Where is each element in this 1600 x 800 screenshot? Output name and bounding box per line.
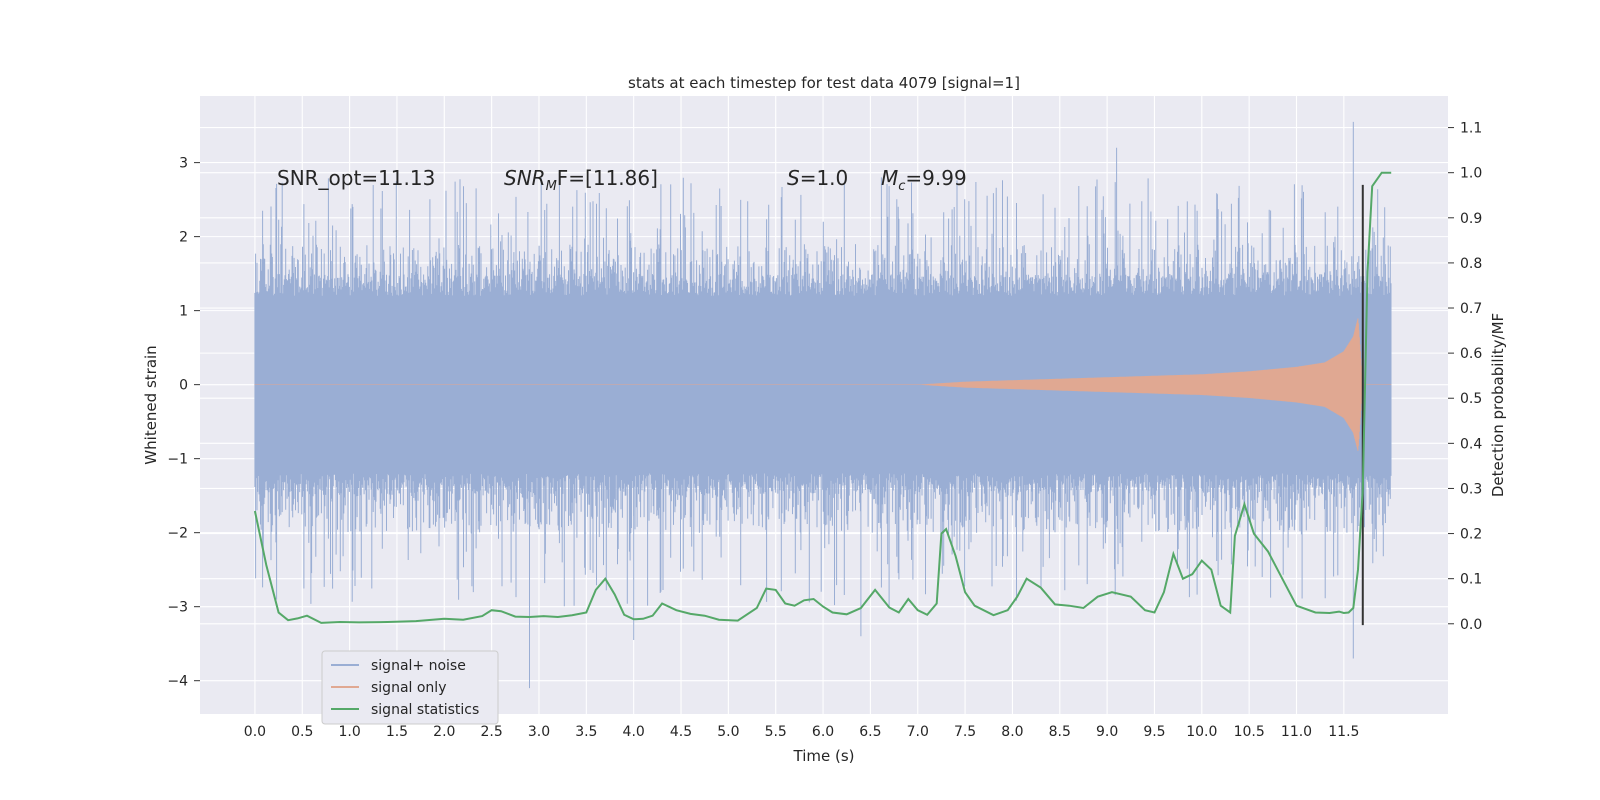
y2-tick-label: 0.9 bbox=[1460, 211, 1482, 227]
x-tick-label: 8.0 bbox=[1001, 724, 1023, 740]
y2-tick-label: 0.1 bbox=[1460, 572, 1482, 588]
annotation-mc-sub: c bbox=[898, 179, 905, 194]
y-tick-label: −2 bbox=[167, 526, 188, 542]
y-axis-ticks: 3 2 1 0 −1 −2 −3 −4 bbox=[167, 156, 200, 690]
annotation-snr-opt: SNR_opt=11.13 bbox=[277, 166, 435, 190]
x-tick-label: 3.0 bbox=[528, 724, 550, 740]
annotation-s-label: S bbox=[787, 166, 800, 190]
y-tick-label: −4 bbox=[167, 674, 188, 690]
x-tick-label: 1.0 bbox=[338, 724, 360, 740]
y-tick-label: 2 bbox=[179, 230, 188, 246]
y-axis-label: Whitened strain bbox=[142, 345, 160, 464]
x-tick-label: 6.0 bbox=[812, 724, 834, 740]
y-tick-label: 3 bbox=[179, 156, 188, 172]
x-tick-label: 9.0 bbox=[1096, 724, 1118, 740]
y2-tick-label: 0.6 bbox=[1460, 346, 1482, 362]
y2-tick-label: 0.4 bbox=[1460, 436, 1482, 452]
series-signal-only bbox=[254, 318, 1392, 451]
y-tick-label: −3 bbox=[167, 600, 188, 616]
y2-axis-ticks: 1.1 1.0 0.9 0.8 0.7 0.6 0.5 0.4 0.3 0.2 0.1 0.0 bbox=[1448, 121, 1482, 633]
x-tick-label: 5.5 bbox=[765, 724, 787, 740]
x-tick-label: 3.5 bbox=[575, 724, 597, 740]
annotation-s-value: =1.0 bbox=[800, 166, 849, 190]
legend-box bbox=[321, 650, 499, 725]
x-tick-label: 6.5 bbox=[859, 724, 881, 740]
x-tick-label: 8.5 bbox=[1049, 724, 1071, 740]
x-tick-label: 10.5 bbox=[1234, 724, 1265, 740]
annotation-snr-mf: SNRMF=[11.86] bbox=[504, 166, 658, 194]
y2-tick-label: 0.0 bbox=[1460, 617, 1482, 633]
x-tick-label: 0.5 bbox=[291, 724, 313, 740]
x-tick-label: 9.5 bbox=[1143, 724, 1165, 740]
annotation-mc-label: M bbox=[881, 166, 898, 190]
x-tick-label: 4.5 bbox=[670, 724, 692, 740]
legend: signal+ noise signal only signal statist… bbox=[321, 650, 499, 725]
x-tick-label: 4.0 bbox=[623, 724, 645, 740]
annotation-mc: Mc=9.99 bbox=[881, 166, 967, 194]
y2-tick-label: 0.8 bbox=[1460, 256, 1482, 272]
x-tick-label: 0.0 bbox=[244, 724, 266, 740]
chart-title: stats at each timestep for test data 407… bbox=[628, 74, 1020, 92]
legend-label-signal-only: signal only bbox=[371, 680, 446, 696]
x-tick-label: 2.5 bbox=[481, 724, 503, 740]
x-tick-label: 11.5 bbox=[1328, 724, 1359, 740]
x-tick-label: 11.0 bbox=[1281, 724, 1312, 740]
annotation-mc-value: =9.99 bbox=[905, 166, 966, 190]
x-axis-label: Time (s) bbox=[793, 747, 855, 765]
y2-axis-label: Detection probability/MF bbox=[1489, 313, 1507, 497]
y-tick-label: 0 bbox=[179, 378, 188, 394]
x-tick-label: 2.0 bbox=[433, 724, 455, 740]
annotation-snr-mf-sub: M bbox=[546, 179, 557, 194]
y2-tick-label: 0.5 bbox=[1460, 391, 1482, 407]
y2-tick-label: 1.0 bbox=[1460, 166, 1482, 182]
x-tick-label: 1.5 bbox=[386, 724, 408, 740]
annotation-snr-mf-label: SNR bbox=[504, 166, 546, 190]
x-tick-label: 7.5 bbox=[954, 724, 976, 740]
series-signal-statistics bbox=[253, 171, 1392, 624]
y2-tick-label: 1.1 bbox=[1460, 121, 1482, 137]
y2-tick-label: 0.2 bbox=[1460, 527, 1482, 543]
legend-label-signal-noise: signal+ noise bbox=[371, 658, 466, 674]
legend-label-signal-statistics: signal statistics bbox=[371, 702, 479, 718]
y2-tick-label: 0.3 bbox=[1460, 481, 1482, 497]
annotation-snr-mf-value: F=[11.86] bbox=[557, 166, 658, 190]
annotation-s: S=1.0 bbox=[787, 166, 848, 190]
y-tick-label: −1 bbox=[167, 452, 188, 468]
y-tick-label: 1 bbox=[179, 304, 188, 320]
x-tick-label: 5.0 bbox=[717, 724, 739, 740]
x-tick-label: 10.0 bbox=[1186, 724, 1217, 740]
x-axis-ticks: 0.0 0.5 1.0 1.5 2.0 2.5 3.0 3.5 4.0 4.5 5.0 5.5 6.0 6… bbox=[244, 724, 1360, 740]
y2-tick-label: 0.7 bbox=[1460, 301, 1482, 317]
x-tick-label: 7.0 bbox=[907, 724, 929, 740]
